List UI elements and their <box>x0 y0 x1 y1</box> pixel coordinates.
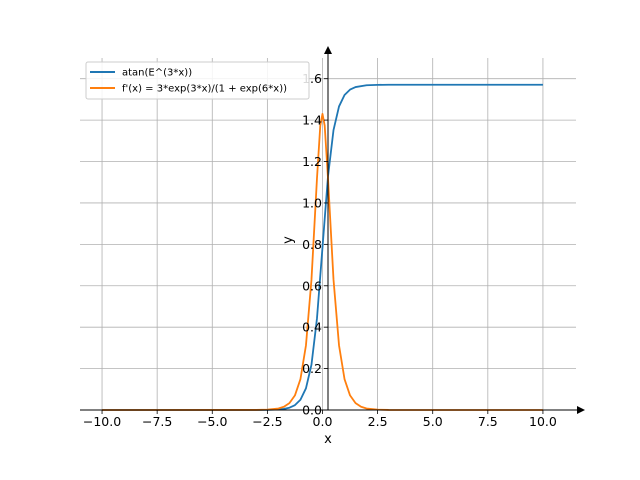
y-tick-label-6: 1.2 <box>302 154 322 169</box>
x-tick-label-7: 7.5 <box>478 414 498 429</box>
y-tick-label-5: 1.0 <box>302 195 322 210</box>
y-axis-arrow <box>324 46 332 54</box>
y-tick-label-3: 0.6 <box>302 278 322 293</box>
x-tick-label-0: −10.0 <box>83 414 121 429</box>
legend-frame <box>85 61 310 100</box>
x-axis-label: x <box>324 432 332 447</box>
legend-label-1: f'(x) = 3*exp(3*x)/(1 + exp(6*x)) <box>122 84 287 95</box>
x-tick-label-3: −2.5 <box>252 414 282 429</box>
y-axis-label: y <box>281 236 296 244</box>
axes <box>80 46 585 414</box>
y-tick-label-1: 0.2 <box>302 361 322 376</box>
y-tick-label-4: 0.8 <box>302 237 322 252</box>
x-axis-arrow <box>577 406 585 414</box>
x-tick-label-2: −5.0 <box>197 414 227 429</box>
series-line-0 <box>102 83 543 411</box>
tick-marks: −10.0 −7.5 −5.0 −2.5 0.0 2.5 5.0 7.5 10.0 0.0 0.2 0… <box>83 71 557 429</box>
legend-label-0: atan(E^(3*x)) <box>122 68 192 79</box>
x-tick-label-4: 0.0 <box>313 414 333 429</box>
x-tick-label-6: 5.0 <box>423 414 443 429</box>
y-tick-label-2: 0.4 <box>302 320 322 335</box>
legend: atan(E^(3*x)) f'(x) = 3*exp(3*x)/(1 + ex… <box>85 61 310 100</box>
x-tick-label-5: 2.5 <box>368 414 388 429</box>
y-tick-label-7: 1.4 <box>302 113 322 128</box>
x-tick-label-1: −7.5 <box>142 414 172 429</box>
series-line-1 <box>102 113 543 411</box>
y-tick-label-0: 0.0 <box>302 403 322 418</box>
series-layer <box>102 83 543 411</box>
x-tick-label-8: 10.0 <box>529 414 557 429</box>
